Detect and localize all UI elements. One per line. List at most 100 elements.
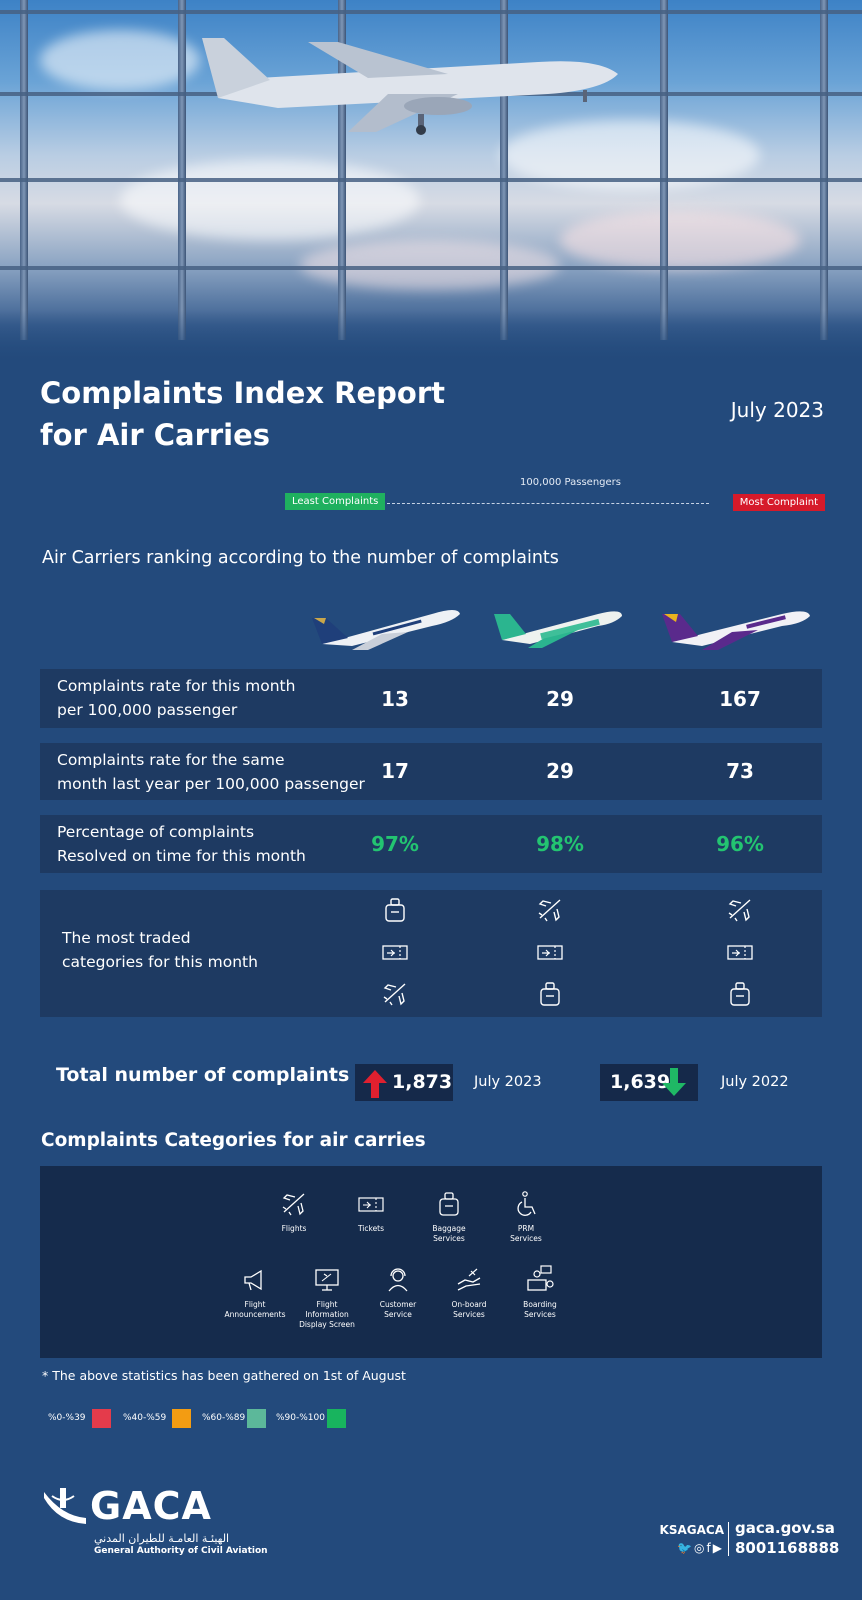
category-label-line: PRM [517, 1224, 535, 1233]
flight-icon [383, 983, 406, 1006]
category-label-line: Services [510, 1234, 542, 1243]
flight-icon [282, 1193, 305, 1216]
legend-label: %60-%89 [202, 1413, 246, 1423]
category-label-line: Services [524, 1310, 556, 1319]
category-label: Flights [281, 1224, 307, 1233]
legend-swatch-red [92, 1409, 111, 1428]
most-complaint-badge: Most Complaint [732, 494, 825, 511]
row-label: Complaints rate for the same month last … [57, 748, 377, 796]
row-label-line: Percentage of complaints [57, 823, 255, 841]
customer-service-icon [388, 1268, 408, 1292]
saudia-value: 17 [381, 759, 409, 783]
ticket-icon [382, 945, 408, 960]
categories-title: Complaints Categories for air carries [41, 1130, 426, 1151]
total-complaints-label: Total number of complaints [56, 1064, 350, 1086]
twitter-icon[interactable]: 🐦 [677, 1541, 695, 1555]
row-label: Percentage of complaints Resolved on tim… [57, 820, 377, 868]
flight-icon [538, 899, 561, 922]
row-label-line: The most traded [62, 929, 191, 947]
category-prm-services: PRM Services [486, 1190, 566, 1244]
row-label-line: categories for this month [62, 953, 258, 971]
legend-swatch-orange [172, 1409, 191, 1428]
title-line-1: Complaints Index Report [40, 376, 446, 410]
social-icons: 🐦◎f▶ [677, 1541, 724, 1555]
rate-last-year-row: Complaints rate for the same month last … [40, 743, 822, 800]
report-month: July 2023 [730, 398, 824, 422]
saudia-plane-icon [312, 610, 460, 650]
row-label: Complaints rate for this month per 100,0… [57, 674, 377, 722]
legend-label: %0-%39 [48, 1413, 86, 1423]
baggage-icon [385, 898, 405, 922]
category-label-line: Flight [316, 1300, 338, 1309]
hero-image [0, 0, 862, 370]
footer-divider [728, 1522, 729, 1556]
row-label-line: Complaints rate for this month [57, 677, 296, 695]
category-label-line: Flight [244, 1300, 266, 1309]
flynas-value: 98% [536, 832, 584, 856]
megaphone-icon [244, 1269, 262, 1291]
flynas-plane-icon [494, 611, 622, 648]
current-total-box: 1,873 [355, 1064, 453, 1101]
category-label: On-board Services [429, 1300, 509, 1320]
category-label-line: Boarding [523, 1300, 557, 1309]
flyadeal-plane-icon [662, 611, 810, 650]
social-handle: KSAGACA [659, 1523, 724, 1537]
flynas-value: 29 [546, 687, 574, 711]
footnote: * The above statistics has been gathered… [42, 1368, 406, 1383]
boarding-desk-icon [527, 1265, 554, 1291]
previous-total-value: 1,639 [610, 1071, 671, 1093]
previous-total-box: 1,639 [600, 1064, 698, 1101]
category-customer-service: Customer Service [358, 1266, 438, 1320]
phone-number: 8001168888 [735, 1539, 840, 1557]
report-title: Complaints Index Report for Air Carries [40, 372, 460, 456]
color-legend: %0-%39 %40-%59 %60-%89 %90-%100 [48, 1409, 348, 1429]
category-label: Baggage Services [409, 1224, 489, 1244]
flyadeal-value: 96% [716, 832, 764, 856]
flyadeal-value: 73 [726, 759, 754, 783]
category-label-line: Service [384, 1310, 412, 1319]
flyadeal-value: 167 [719, 687, 761, 711]
category-label: Boarding Services [500, 1300, 580, 1320]
legend-swatch-teal [247, 1409, 266, 1428]
scale-label: 100,000 Passengers [520, 477, 621, 488]
row-label-line: Resolved on time for this month [57, 847, 306, 865]
row-label-line: Complaints rate for the same [57, 751, 285, 769]
category-boarding-services: Boarding Services [500, 1264, 580, 1320]
instagram-icon[interactable]: ◎ [694, 1541, 707, 1555]
onboard-service-icon [457, 1268, 481, 1291]
category-tickets: Tickets [331, 1190, 411, 1234]
arrow-down-icon [662, 1068, 686, 1096]
baggage-icon [730, 982, 750, 1006]
category-label: Tickets [357, 1224, 385, 1233]
gaca-arabic-name: الهيئـة العامـة للطيران المدني [94, 1532, 230, 1545]
category-label-line: Customer [379, 1300, 417, 1309]
category-flight-announcements: Flight Announcements [215, 1266, 295, 1320]
category-label-line: Display Screen [299, 1320, 355, 1329]
category-label-line: Services [433, 1234, 465, 1243]
facebook-icon[interactable]: f [706, 1541, 713, 1555]
gaca-emblem-icon [44, 1488, 86, 1524]
legend-swatch-green [327, 1409, 346, 1428]
hero-plane-icon [202, 38, 618, 135]
display-screen-icon [315, 1269, 339, 1291]
gaca-wordmark: GACA [90, 1484, 212, 1528]
row-label: The most traded categories for this mont… [62, 926, 382, 974]
resolved-on-time-row: Percentage of complaints Resolved on tim… [40, 815, 822, 873]
category-label-line: On-board [451, 1300, 487, 1309]
category-label: PRM Services [486, 1224, 566, 1244]
youtube-icon[interactable]: ▶ [712, 1541, 724, 1555]
wheelchair-icon [517, 1191, 536, 1216]
gaca-english-name: General Authority of Civil Aviation [94, 1546, 268, 1556]
least-complaints-badge: Least Complaints [285, 493, 386, 510]
saudia-value: 97% [371, 832, 419, 856]
most-traded-row: The most traded categories for this mont… [40, 890, 822, 1017]
title-line-2: for Air Carries [40, 418, 271, 452]
ranking-title: Air Carriers ranking according to the nu… [42, 548, 559, 568]
category-label-line: Announcements [224, 1310, 286, 1319]
category-label: Flight Announcements [215, 1300, 295, 1320]
category-flights: Flights [254, 1190, 334, 1234]
website-link[interactable]: gaca.gov.sa [735, 1519, 835, 1537]
category-flight-information-display: Flight Information Display Screen [287, 1266, 367, 1330]
category-baggage-services: Baggage Services [409, 1190, 489, 1244]
baggage-icon [439, 1192, 459, 1216]
